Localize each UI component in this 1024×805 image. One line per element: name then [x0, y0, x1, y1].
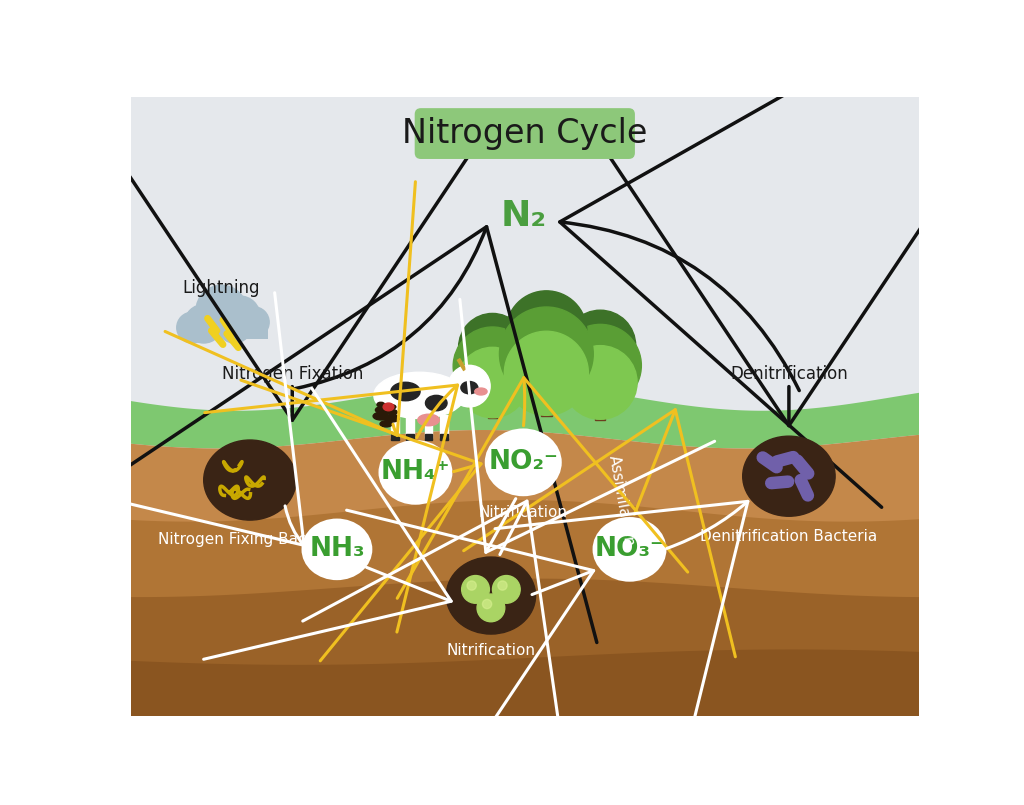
Bar	[595, 381, 605, 420]
FancyArrowPatch shape	[205, 385, 458, 632]
Text: Lightning: Lightning	[182, 279, 260, 296]
Circle shape	[504, 332, 589, 415]
Ellipse shape	[391, 382, 420, 401]
FancyArrowPatch shape	[92, 120, 493, 420]
Circle shape	[559, 324, 641, 407]
Ellipse shape	[383, 403, 394, 411]
Circle shape	[467, 581, 476, 590]
Bar	[440, 415, 447, 438]
Polygon shape	[130, 500, 920, 716]
Polygon shape	[130, 650, 920, 716]
FancyArrowPatch shape	[204, 389, 452, 659]
Ellipse shape	[418, 415, 439, 426]
Ellipse shape	[374, 372, 465, 419]
Polygon shape	[130, 383, 920, 448]
FancyArrowPatch shape	[560, 10, 934, 507]
FancyBboxPatch shape	[415, 108, 635, 159]
Circle shape	[506, 291, 587, 372]
Bar	[440, 434, 447, 440]
Ellipse shape	[425, 395, 447, 411]
Circle shape	[565, 310, 636, 381]
FancyArrowPatch shape	[347, 510, 594, 782]
Bar	[391, 415, 398, 438]
Bar	[487, 382, 498, 419]
Circle shape	[563, 345, 637, 419]
Circle shape	[498, 581, 507, 590]
Ellipse shape	[373, 412, 388, 420]
Circle shape	[462, 576, 489, 603]
Circle shape	[454, 327, 531, 406]
Bar	[407, 415, 414, 438]
Polygon shape	[183, 329, 267, 339]
Circle shape	[477, 594, 505, 621]
Text: Nitrification: Nitrification	[479, 505, 567, 520]
Ellipse shape	[461, 382, 478, 394]
Circle shape	[459, 313, 526, 382]
FancyArrowPatch shape	[397, 378, 688, 598]
Ellipse shape	[380, 421, 392, 427]
Text: N₂: N₂	[500, 199, 547, 233]
Text: Denitrification: Denitrification	[730, 365, 848, 383]
Ellipse shape	[382, 415, 390, 420]
Ellipse shape	[475, 388, 487, 395]
Circle shape	[177, 312, 208, 343]
Text: Nitrogen Cycle: Nitrogen Cycle	[402, 117, 647, 150]
Text: NO₂⁻: NO₂⁻	[488, 449, 558, 475]
Ellipse shape	[387, 410, 397, 415]
FancyArrowPatch shape	[241, 380, 481, 661]
Circle shape	[217, 309, 252, 343]
FancyArrowPatch shape	[495, 502, 748, 749]
Text: Denitrification Bacteria: Denitrification Bacteria	[700, 529, 878, 543]
Text: Nitrogen Fixation: Nitrogen Fixation	[221, 365, 362, 383]
Text: Nitrogen Fixing Bacteria: Nitrogen Fixing Bacteria	[158, 532, 342, 547]
Ellipse shape	[377, 402, 385, 407]
Polygon shape	[130, 430, 920, 716]
Circle shape	[482, 600, 492, 609]
FancyArrowPatch shape	[56, 293, 304, 545]
Ellipse shape	[383, 411, 389, 414]
Text: Nitrification: Nitrification	[446, 643, 536, 658]
Ellipse shape	[376, 407, 386, 413]
FancyArrowPatch shape	[589, 126, 989, 426]
Polygon shape	[130, 579, 920, 716]
FancyArrowPatch shape	[165, 182, 416, 436]
Circle shape	[220, 296, 260, 336]
Text: NO₃⁻: NO₃⁻	[595, 536, 665, 563]
Ellipse shape	[379, 440, 453, 505]
Circle shape	[500, 307, 593, 401]
Bar	[391, 434, 398, 440]
Bar	[541, 372, 552, 416]
Ellipse shape	[484, 428, 562, 496]
Ellipse shape	[593, 517, 667, 582]
Bar	[407, 434, 414, 440]
Circle shape	[184, 304, 223, 343]
Circle shape	[239, 307, 269, 337]
Ellipse shape	[301, 518, 373, 580]
FancyArrowPatch shape	[303, 501, 563, 753]
Ellipse shape	[446, 557, 536, 634]
Circle shape	[449, 365, 490, 407]
Text: NH₄⁺: NH₄⁺	[381, 460, 451, 485]
Ellipse shape	[389, 405, 396, 409]
Circle shape	[196, 285, 247, 336]
Text: NH₃: NH₃	[309, 536, 365, 563]
FancyArrowPatch shape	[460, 299, 715, 552]
Text: Assimilation: Assimilation	[606, 454, 637, 547]
Ellipse shape	[385, 415, 399, 422]
Circle shape	[458, 347, 527, 418]
Ellipse shape	[204, 440, 296, 520]
Ellipse shape	[742, 436, 836, 516]
Bar	[425, 415, 432, 438]
Bar	[425, 434, 432, 440]
Circle shape	[493, 576, 520, 603]
FancyArrowPatch shape	[129, 227, 597, 642]
FancyArrowPatch shape	[464, 410, 735, 657]
